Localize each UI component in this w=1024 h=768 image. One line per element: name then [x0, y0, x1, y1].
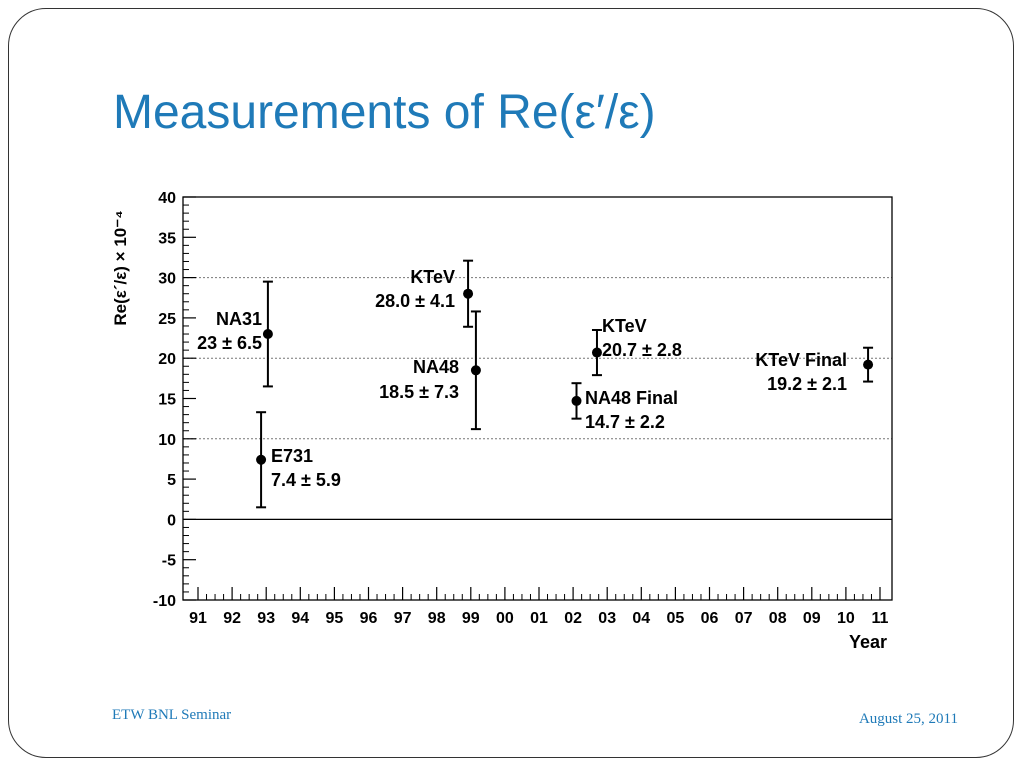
point-value-label: 14.7 ± 2.2: [585, 412, 665, 432]
point-value-label: 20.7 ± 2.8: [602, 340, 682, 360]
slide-title: Measurements of Re(ε′/ε): [113, 86, 656, 139]
data-point: [470, 365, 481, 376]
x-tick-label: 04: [632, 610, 650, 627]
y-tick-label: 20: [158, 351, 176, 368]
data-point: [463, 288, 474, 299]
y-tick-label: -5: [162, 553, 176, 570]
chart-marks: [256, 259, 874, 509]
x-tick-label: 05: [667, 610, 685, 627]
x-tick-label: 03: [598, 610, 616, 627]
y-tick-label: 40: [158, 190, 176, 207]
x-tick-label: 97: [394, 610, 412, 627]
point-value-label: 19.2 ± 2.1: [767, 374, 847, 394]
x-tick-label: 95: [326, 610, 344, 627]
y-tick-label: 10: [158, 432, 176, 449]
footer-date: August 25, 2011: [858, 711, 958, 727]
x-tick-label: 99: [462, 610, 480, 627]
x-tick-label: 02: [564, 610, 582, 627]
y-tick-label: 5: [167, 472, 176, 489]
x-tick-label: 11: [872, 610, 889, 627]
data-point: [591, 347, 602, 358]
x-tick-label: 09: [803, 610, 821, 627]
y-tick-label: 30: [158, 271, 176, 288]
point-name-label: NA48: [413, 357, 459, 377]
footer-seminar: ETW BNL Seminar: [112, 707, 232, 723]
x-tick-label: 92: [223, 610, 241, 627]
x-tick-label: 96: [360, 610, 378, 627]
x-tick-label: 06: [701, 610, 719, 627]
slide-frame: [8, 8, 1014, 758]
x-axis-label: Year: [849, 632, 887, 652]
x-tick-label: 91: [189, 610, 207, 627]
chart-grid: [183, 277, 892, 521]
y-tick-label: 25: [158, 311, 176, 328]
point-value-label: 23 ± 6.5: [197, 333, 262, 353]
data-point: [262, 329, 273, 340]
point-value-label: 28.0 ± 4.1: [375, 291, 455, 311]
point-value-label: 18.5 ± 7.3: [379, 382, 459, 402]
y-axis-label: Re(ε´/ε) × 10⁻⁴: [111, 210, 130, 325]
y-tick-label: 35: [158, 230, 176, 247]
y-tick-label: 0: [167, 512, 176, 529]
data-point: [571, 395, 582, 406]
x-tick-label: 94: [291, 610, 309, 627]
x-tick-label: 08: [769, 610, 787, 627]
x-tick-label: 10: [837, 610, 855, 627]
point-name-label: KTeV Final: [755, 350, 847, 370]
x-tick-label: 01: [530, 610, 548, 627]
point-name-label: KTeV: [410, 267, 455, 287]
data-point: [256, 454, 267, 465]
plot-frame: [182, 196, 893, 601]
data-point: [863, 359, 874, 370]
x-tick-label: 07: [735, 610, 753, 627]
point-name-label: NA48 Final: [585, 388, 678, 408]
point-name-label: KTeV: [602, 316, 647, 336]
y-tick-label: 15: [158, 392, 176, 409]
y-tick-label: -10: [153, 593, 176, 610]
x-tick-label: 98: [428, 610, 446, 627]
point-name-label: NA31: [216, 309, 262, 329]
x-tick-label: 00: [496, 610, 514, 627]
point-value-label: 7.4 ± 5.9: [271, 470, 341, 490]
chart-labels: NA31 23 ± 6.5 E731 7.4 ± 5.9 KTeV 28.0 ± 4.1 N…: [197, 267, 847, 490]
point-name-label: E731: [271, 446, 313, 466]
x-tick-label: 93: [257, 610, 275, 627]
